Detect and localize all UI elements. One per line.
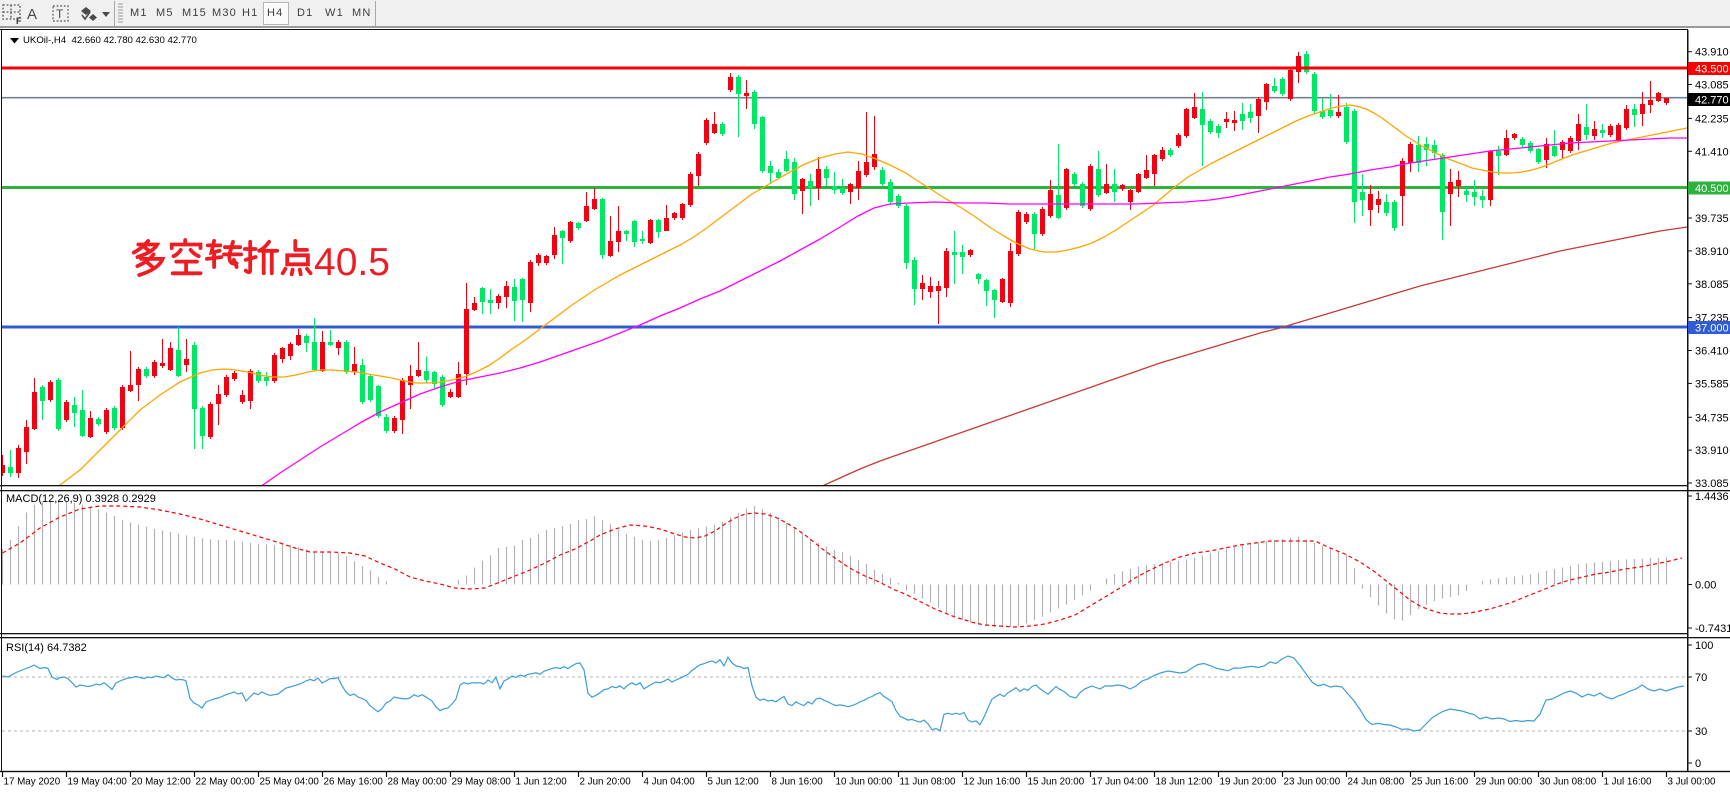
svg-text:4 Jun 04:00: 4 Jun 04:00 bbox=[644, 777, 696, 788]
svg-text:10 Jun 00:00: 10 Jun 00:00 bbox=[836, 777, 893, 788]
svg-text:MACD(12,26,9) 0.3928 0.2929: MACD(12,26,9) 0.3928 0.2929 bbox=[6, 493, 156, 505]
svg-text:42.770: 42.770 bbox=[1695, 95, 1729, 107]
svg-text:17 Jun 04:00: 17 Jun 04:00 bbox=[1092, 777, 1149, 788]
svg-text:40.5: 40.5 bbox=[314, 241, 390, 284]
svg-text:T: T bbox=[56, 7, 64, 21]
svg-text:5 Jun 12:00: 5 Jun 12:00 bbox=[708, 777, 760, 788]
svg-text:30 Jun 08:00: 30 Jun 08:00 bbox=[1540, 777, 1597, 788]
svg-text:25 May 04:00: 25 May 04:00 bbox=[260, 777, 320, 788]
svg-text:70: 70 bbox=[1695, 672, 1707, 684]
svg-text:A: A bbox=[27, 6, 37, 23]
svg-text:29 Jun 00:00: 29 Jun 00:00 bbox=[1476, 777, 1533, 788]
svg-text:41.410: 41.410 bbox=[1695, 146, 1729, 158]
svg-text:24 Jun 08:00: 24 Jun 08:00 bbox=[1348, 777, 1405, 788]
svg-text:22 May 00:00: 22 May 00:00 bbox=[196, 777, 256, 788]
svg-text:29 May 08:00: 29 May 08:00 bbox=[452, 777, 512, 788]
svg-text:18 Jun 12:00: 18 Jun 12:00 bbox=[1156, 777, 1213, 788]
svg-text:1 Jul 16:00: 1 Jul 16:00 bbox=[1604, 777, 1652, 788]
svg-text:3 Jul 00:00: 3 Jul 00:00 bbox=[1668, 777, 1716, 788]
svg-text:2 Jun 20:00: 2 Jun 20:00 bbox=[580, 777, 632, 788]
svg-text:19 Jun 20:00: 19 Jun 20:00 bbox=[1220, 777, 1277, 788]
svg-text:33.085: 33.085 bbox=[1695, 478, 1729, 490]
svg-text:17 May 2020: 17 May 2020 bbox=[4, 777, 61, 788]
svg-text:8 Jun 16:00: 8 Jun 16:00 bbox=[772, 777, 824, 788]
svg-text:F: F bbox=[16, 16, 22, 26]
svg-text:100: 100 bbox=[1695, 640, 1713, 652]
svg-text:39.735: 39.735 bbox=[1695, 213, 1729, 225]
svg-text:RSI(14) 64.7382: RSI(14) 64.7382 bbox=[6, 642, 87, 654]
svg-text:42.235: 42.235 bbox=[1695, 113, 1729, 125]
svg-text:30: 30 bbox=[1695, 726, 1707, 738]
svg-text:25 Jun 16:00: 25 Jun 16:00 bbox=[1412, 777, 1469, 788]
svg-text:0.00: 0.00 bbox=[1695, 580, 1716, 592]
svg-text:35.585: 35.585 bbox=[1695, 378, 1729, 390]
svg-text:43.500: 43.500 bbox=[1695, 64, 1729, 76]
svg-text:34.735: 34.735 bbox=[1695, 412, 1729, 424]
svg-text:1.4436: 1.4436 bbox=[1695, 491, 1729, 503]
svg-text:20 May 12:00: 20 May 12:00 bbox=[132, 777, 192, 788]
svg-text:38.085: 38.085 bbox=[1695, 279, 1729, 291]
svg-text:19 May 04:00: 19 May 04:00 bbox=[68, 777, 128, 788]
svg-text:37.000: 37.000 bbox=[1695, 323, 1729, 335]
svg-text:40.500: 40.500 bbox=[1695, 183, 1729, 195]
svg-text:1 Jun 12:00: 1 Jun 12:00 bbox=[516, 777, 568, 788]
svg-text:-0.7431: -0.7431 bbox=[1695, 623, 1730, 635]
svg-text:33.910: 33.910 bbox=[1695, 445, 1729, 457]
svg-text:38.910: 38.910 bbox=[1695, 246, 1729, 258]
svg-text:12 Jun 16:00: 12 Jun 16:00 bbox=[964, 777, 1021, 788]
svg-text:36.410: 36.410 bbox=[1695, 346, 1729, 358]
svg-text:26 May 16:00: 26 May 16:00 bbox=[324, 777, 384, 788]
svg-text:11 Jun 08:00: 11 Jun 08:00 bbox=[900, 777, 956, 788]
svg-text:43.910: 43.910 bbox=[1695, 47, 1729, 59]
svg-text:43.085: 43.085 bbox=[1695, 80, 1729, 92]
svg-text:23 Jun 00:00: 23 Jun 00:00 bbox=[1284, 777, 1341, 788]
svg-text:15 Jun 20:00: 15 Jun 20:00 bbox=[1028, 777, 1085, 788]
svg-text:28 May 00:00: 28 May 00:00 bbox=[388, 777, 448, 788]
svg-text:0: 0 bbox=[1695, 758, 1701, 770]
